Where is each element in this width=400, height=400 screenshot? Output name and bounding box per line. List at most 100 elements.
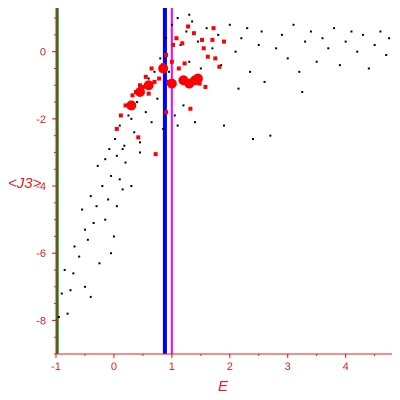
point-black-53 (196, 40, 199, 43)
y-tick-label-3: -2 (36, 114, 46, 126)
point-red-14 (157, 76, 162, 81)
point-black-55 (205, 27, 208, 30)
point-red-20 (176, 66, 181, 71)
point-black-54 (199, 67, 202, 70)
point-black-19 (107, 198, 110, 201)
point-red-21 (180, 41, 185, 46)
vertical-lines (55, 8, 173, 354)
point-black-66 (251, 138, 254, 141)
x-tick-label-3: 2 (227, 361, 233, 373)
point-black-102 (139, 141, 141, 144)
point-black-74 (292, 23, 295, 26)
point-black-76 (301, 90, 304, 93)
point-red-31 (210, 37, 215, 42)
point-black-103 (188, 13, 191, 16)
point-red-1 (118, 113, 123, 118)
point-black-7 (78, 255, 81, 258)
point-black-43 (165, 37, 168, 40)
point-black-86 (356, 50, 359, 53)
point-red-4 (130, 93, 135, 98)
point-black-68 (260, 30, 263, 33)
x-tick-label-1: 0 (111, 361, 117, 373)
point-black-0 (57, 316, 60, 319)
point-red-0 (114, 126, 119, 131)
point-red-9 (143, 74, 148, 79)
point-red-23 (186, 24, 191, 29)
point-black-88 (367, 67, 370, 70)
point-black-71 (275, 47, 278, 50)
point-black-14 (95, 205, 98, 208)
point-black-59 (223, 124, 225, 127)
point-black-8 (81, 208, 84, 211)
point-black-60 (228, 23, 231, 26)
point-red-39 (164, 110, 169, 115)
point-black-34 (139, 151, 141, 154)
point-black-9 (83, 228, 86, 231)
point-red-35 (188, 106, 193, 111)
point-red-18 (171, 42, 176, 47)
point-red-30 (205, 54, 210, 59)
point-black-20 (108, 148, 111, 151)
point-black-18 (104, 158, 107, 161)
point-black-70 (269, 134, 272, 137)
point-black-31 (130, 185, 133, 188)
point-black-28 (123, 144, 126, 147)
point-black-26 (118, 124, 121, 127)
point-red-19 (174, 36, 179, 41)
point-black-57 (217, 33, 220, 36)
point-black-87 (362, 33, 365, 36)
point-black-50 (185, 30, 188, 33)
axes (52, 8, 392, 358)
point-black-84 (344, 40, 347, 43)
point-black-22 (112, 235, 115, 238)
point-red-37 (201, 46, 206, 51)
point-red-27 (197, 81, 202, 86)
tick-labels: -1 0 1 2 3 4 -8 -6 -4 -2 0 (36, 47, 348, 373)
point-black-15 (96, 164, 99, 167)
point-black-63 (240, 37, 243, 40)
point-black-25 (118, 178, 121, 181)
point-black-79 (315, 60, 318, 63)
point-black-38 (150, 121, 153, 124)
point-red-large-1 (135, 86, 145, 97)
point-black-1 (60, 292, 63, 295)
point-red-29 (203, 84, 208, 89)
point-red-10 (146, 91, 151, 96)
x-tick-label-0: -1 (51, 361, 61, 373)
x-tick-label-5: 4 (343, 361, 349, 373)
point-black-13 (92, 221, 95, 224)
point-black-5 (72, 272, 75, 275)
y-tick-label-4: 0 (40, 47, 46, 59)
point-black-44 (167, 70, 170, 73)
point-black-36 (144, 111, 147, 114)
point-red-33 (217, 64, 222, 69)
point-red-13 (153, 152, 158, 157)
point-red-2 (123, 103, 128, 108)
point-black-10 (83, 285, 86, 288)
point-black-82 (333, 27, 336, 30)
point-black-98 (89, 295, 92, 298)
point-black-4 (69, 289, 72, 292)
point-black-46 (173, 114, 176, 117)
point-red-34 (222, 39, 226, 44)
point-black-97 (115, 205, 118, 208)
point-black-85 (350, 30, 353, 33)
point-black-2 (63, 269, 66, 272)
point-black-29 (124, 161, 127, 164)
point-black-100 (121, 148, 124, 151)
point-red-large-8 (192, 73, 203, 84)
point-black-37 (147, 77, 150, 80)
point-black-67 (257, 43, 260, 46)
point-black-94 (182, 104, 185, 107)
point-black-56 (211, 47, 214, 50)
point-red-large-2 (143, 80, 154, 91)
point-red-22 (182, 61, 187, 66)
y-axis-label: <J3> (8, 175, 42, 192)
x-tick-label-4: 3 (285, 361, 291, 373)
point-red-8 (140, 84, 145, 89)
point-black-11 (86, 238, 89, 241)
point-red-16 (164, 53, 169, 58)
point-black-92 (388, 37, 391, 40)
point-black-27 (121, 188, 124, 191)
